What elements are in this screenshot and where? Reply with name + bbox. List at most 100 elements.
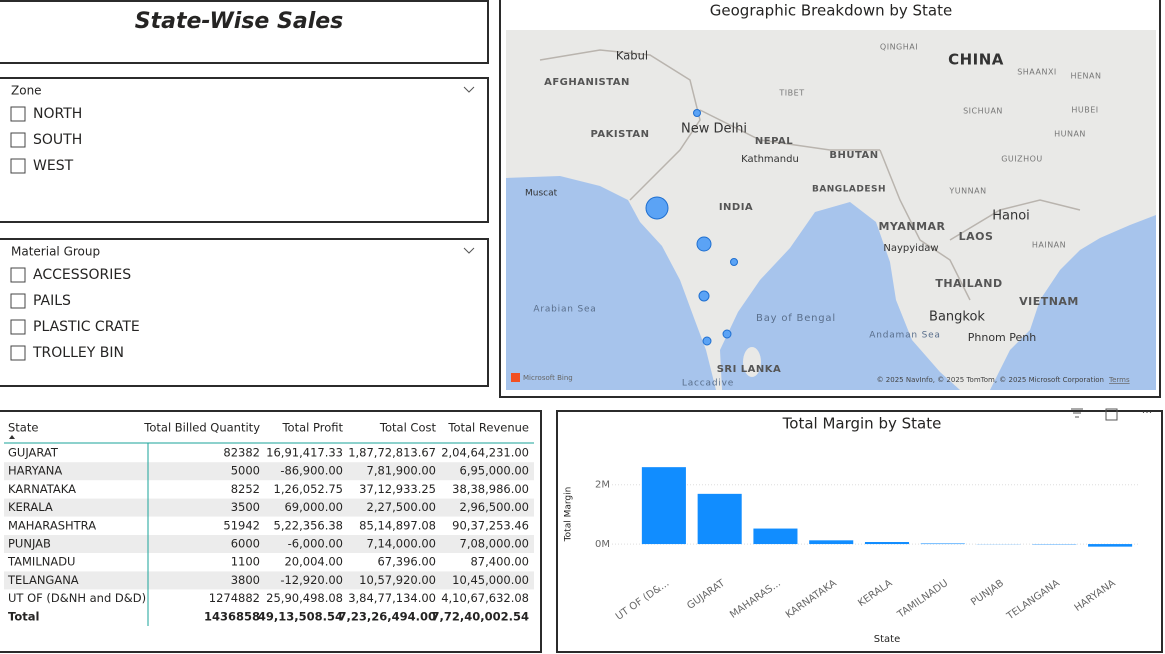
- bar[interactable]: [641, 467, 686, 545]
- column-header[interactable]: Total Revenue: [447, 421, 529, 435]
- checkbox[interactable]: [10, 345, 26, 361]
- slicer-option[interactable]: PAILS: [33, 293, 71, 309]
- table-cell: 2,04,64,231.00: [441, 446, 529, 460]
- map-label: PAKISTAN: [591, 129, 650, 140]
- table-cell: 5,22,356.38: [274, 518, 344, 532]
- bubble[interactable]: [722, 329, 732, 339]
- map-label: THAILAND: [935, 277, 1002, 290]
- slicer-label: Zone: [11, 84, 42, 98]
- table-cell: 7,81,900.00: [367, 464, 437, 478]
- checkbox[interactable]: [10, 267, 26, 283]
- map-terms[interactable]: Terms: [1108, 376, 1130, 384]
- table-cell: 2,27,500.00: [367, 500, 437, 514]
- column-header[interactable]: State: [8, 421, 38, 435]
- bar[interactable]: [1088, 544, 1133, 547]
- bar[interactable]: [697, 493, 742, 545]
- table-cell: TELANGANA: [7, 573, 79, 587]
- material-slicer: [0, 238, 489, 387]
- table-cell: 7,14,000.00: [367, 537, 437, 551]
- bubble[interactable]: [698, 290, 710, 302]
- table-total: 49,13,508.54: [258, 609, 343, 623]
- map-label: SRI LANKA: [717, 364, 782, 375]
- chevron[interactable]: [463, 86, 475, 93]
- map-label: HAINAN: [1032, 241, 1066, 250]
- table-total: 7,72,40,002.54: [432, 609, 530, 623]
- bar[interactable]: [809, 540, 854, 545]
- table-cell: 2,96,500.00: [460, 500, 530, 514]
- table-cell: 6000: [231, 537, 260, 551]
- slicer-option[interactable]: NORTH: [33, 106, 82, 122]
- slicer-option[interactable]: PLASTIC CRATE: [33, 319, 140, 335]
- map-label: SICHUAN: [963, 107, 1003, 116]
- focus-icon[interactable]: [1105, 408, 1118, 421]
- checkbox[interactable]: [10, 158, 26, 174]
- row-band: [4, 535, 534, 553]
- bar[interactable]: [920, 543, 965, 545]
- map[interactable]: Kabul AFGHANISTAN PAKISTAN New Delhi NEP…: [506, 30, 1156, 390]
- bubble[interactable]: [702, 336, 712, 346]
- map-label: VIETNAM: [1019, 295, 1079, 308]
- map-label: Andaman Sea: [869, 331, 941, 341]
- table-cell: TAMILNADU: [7, 555, 75, 569]
- map-label: AFGHANISTAN: [544, 77, 630, 88]
- slicer-option[interactable]: WEST: [33, 158, 74, 174]
- table: State Total Billed Quantity Total Profit To…: [4, 421, 534, 626]
- visual-header: ···: [1071, 406, 1153, 421]
- row-band: [4, 571, 534, 590]
- checkbox[interactable]: [10, 106, 26, 122]
- table-cell: 1274882: [209, 591, 260, 605]
- table-cell: PUNJAB: [8, 537, 51, 551]
- bar[interactable]: [864, 542, 910, 545]
- table-cell: KARNATAKA: [8, 482, 76, 496]
- page-title: State-Wise Sales: [135, 9, 344, 34]
- checkbox[interactable]: [10, 319, 26, 335]
- table-cell: -12,920.00: [280, 573, 343, 587]
- map-label: TIBET: [778, 89, 804, 98]
- bubble[interactable]: [693, 109, 701, 117]
- map-title: Geographic Breakdown by State: [710, 2, 952, 20]
- map-label: CHINA: [948, 51, 1004, 69]
- slicer-option[interactable]: ACCESSORIES: [33, 267, 131, 283]
- filter-icon[interactable]: [1071, 408, 1083, 418]
- map-label: Phnom Penh: [968, 331, 1036, 344]
- map-attribution: © 2025 NavInfo, © 2025 TomTom, © 2025 Mi…: [877, 376, 1104, 384]
- bar[interactable]: [753, 528, 798, 545]
- table-cell: 1100: [231, 555, 260, 569]
- table-cell: 16,91,417.33: [266, 446, 343, 460]
- checkbox[interactable]: [10, 132, 26, 148]
- map-label: MYANMAR: [878, 220, 945, 233]
- table-cell: MAHARASHTRA: [8, 518, 96, 532]
- column-header[interactable]: Total Billed Quantity: [143, 421, 260, 435]
- bubble[interactable]: [696, 236, 712, 252]
- bubble[interactable]: [645, 196, 669, 220]
- column-header[interactable]: Total Cost: [379, 421, 437, 435]
- slicer-option[interactable]: TROLLEY BIN: [32, 345, 124, 361]
- table-total: 7,23,26,494.00: [339, 609, 437, 623]
- map-label: Bangkok: [929, 310, 985, 325]
- table-cell: GUJARAT: [8, 446, 59, 460]
- chevron[interactable]: [463, 247, 475, 254]
- table-cell: 38,38,986.00: [452, 482, 529, 496]
- checkbox[interactable]: [10, 293, 26, 309]
- table-cell: 67,396.00: [377, 555, 436, 569]
- map-label: YUNNAN: [948, 187, 986, 196]
- table-cell: 82382: [223, 446, 260, 460]
- column-header[interactable]: Total Profit: [281, 421, 343, 435]
- bubble[interactable]: [730, 258, 738, 266]
- zone-options: NORTH SOUTH WEST: [10, 106, 82, 174]
- slicer-option[interactable]: SOUTH: [33, 132, 82, 148]
- more-icon[interactable]: ···: [1142, 406, 1153, 419]
- map-label: INDIA: [719, 202, 753, 213]
- map-label: HUNAN: [1054, 130, 1086, 139]
- title-card: [0, 0, 489, 64]
- table-cell: 1,26,052.75: [274, 482, 344, 496]
- map-label: GUIZHOU: [1001, 155, 1043, 164]
- table-cell: 25,90,498.08: [266, 591, 343, 605]
- table-cell: KERALA: [8, 500, 53, 514]
- map-label: Naypyidaw: [883, 243, 938, 254]
- table-cell: 5000: [231, 464, 260, 478]
- table-cell: 1,87,72,813.67: [348, 446, 436, 460]
- table-cell: 10,57,920.00: [359, 573, 436, 587]
- x-axis-title: State: [874, 634, 900, 645]
